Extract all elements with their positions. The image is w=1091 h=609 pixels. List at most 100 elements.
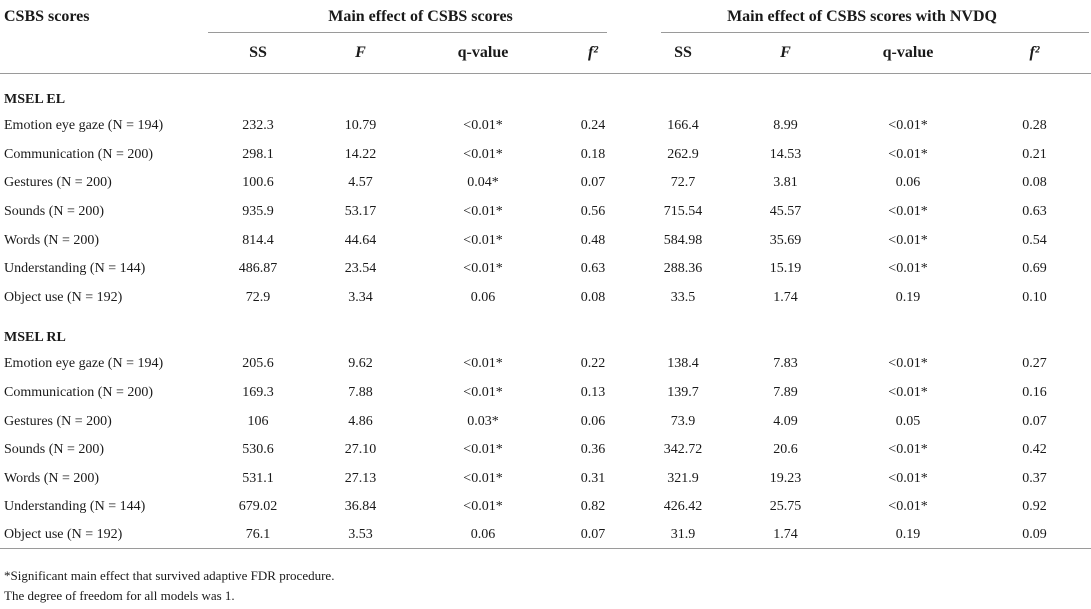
table-cell: <0.01* <box>463 470 503 486</box>
table-cell: <0.01* <box>888 118 928 134</box>
row-label: Object use (N = 192) <box>0 521 208 549</box>
row-label: Understanding (N = 144) <box>4 261 146 277</box>
row-label: Sounds (N = 200) <box>4 442 105 458</box>
table-cell: 342.72 <box>663 442 703 458</box>
row-label: Communication (N = 200) <box>4 146 154 162</box>
table-cell: 0.21 <box>1022 146 1047 162</box>
table-cell: 100.6 <box>242 175 274 191</box>
table-body: MSEL EL Emotion eye gaze (N = 194) 232.3 10… <box>0 74 1091 549</box>
table-cell: <0.01* <box>888 146 928 162</box>
table-cell: 426.42 <box>663 499 703 515</box>
section-title: MSEL RL <box>4 330 66 346</box>
table-cell: 0.37 <box>1022 470 1047 486</box>
table-cell: 33.5 <box>670 289 696 305</box>
table-cell: 0.22 <box>580 356 606 372</box>
table-cell: 4.57 <box>348 175 373 191</box>
table-cell: 0.42 <box>1022 442 1047 458</box>
column-header: F <box>308 33 413 74</box>
row-label: Sounds (N = 200) <box>4 204 105 220</box>
table-row: Object use (N = 192) 72.9 3.34 0.06 0.08 33.5… <box>0 284 1091 313</box>
table-cell: 4.09 <box>773 413 798 429</box>
table-cell: 36.84 <box>344 499 377 515</box>
table-cell: 14.22 <box>344 146 377 162</box>
table-cell: 45.57 <box>769 204 802 220</box>
table-cell: 8.99 <box>773 118 798 134</box>
table-cell: 139.7 <box>667 385 699 401</box>
table-cell: 0.56 <box>580 204 606 220</box>
table-cell: <0.01* <box>463 232 503 248</box>
table-cell: 73.9 <box>670 413 696 429</box>
table-cell: 1.74 <box>773 289 798 305</box>
table-cell: 584.98 <box>663 232 703 248</box>
table-cell: 205.6 <box>242 356 274 372</box>
table-cell: 19.23 <box>769 470 802 486</box>
row-label: Words (N = 200) <box>4 470 100 486</box>
table-cell: 3.53 <box>308 521 413 549</box>
table-cell: 232.3 <box>242 118 274 134</box>
table-cell: 531.1 <box>242 470 274 486</box>
table-cell: 0.07 <box>553 521 633 549</box>
table-cell: 0.09 <box>978 521 1091 549</box>
table-row: Understanding (N = 144) 679.02 36.84 <0.01*… <box>0 493 1091 522</box>
table-cell: <0.01* <box>888 470 928 486</box>
table-cell: 262.9 <box>667 146 699 162</box>
table-row: Emotion eye gaze (N = 194) 232.3 10.79 <0.0… <box>0 112 1091 141</box>
table-cell: 288.36 <box>663 261 703 277</box>
table-cell: 3.81 <box>773 175 798 191</box>
table-cell: <0.01* <box>463 261 503 277</box>
table-cell: <0.01* <box>888 356 928 372</box>
table-row: Communication (N = 200) 298.1 14.22 <0.01* 0… <box>0 141 1091 170</box>
table-cell: 0.08 <box>580 289 606 305</box>
table-cell: <0.01* <box>888 385 928 401</box>
table-row: Gestures (N = 200) 100.6 4.57 0.04* 0.07 72.7… <box>0 169 1091 198</box>
table-cell: 7.83 <box>773 356 798 372</box>
table-cell: 0.82 <box>580 499 606 515</box>
table-cell: 44.64 <box>344 232 377 248</box>
table-cell: <0.01* <box>463 385 503 401</box>
table-cell: <0.01* <box>463 204 503 220</box>
table-cell: 53.17 <box>344 204 377 220</box>
table-cell: 106 <box>247 413 269 429</box>
table-cell: 486.87 <box>238 261 278 277</box>
row-label: Communication (N = 200) <box>4 385 154 401</box>
table-cell: 166.4 <box>667 118 699 134</box>
table-cell: 0.54 <box>1022 232 1047 248</box>
table-cell: 0.24 <box>580 118 606 134</box>
table-cell: 0.19 <box>838 521 978 549</box>
table-cell: 138.4 <box>667 356 699 372</box>
column-header: f² <box>553 33 633 74</box>
table-cell: <0.01* <box>888 204 928 220</box>
table-cell: 7.88 <box>348 385 373 401</box>
row-label: Gestures (N = 200) <box>4 413 112 429</box>
column-header-empty <box>0 33 208 74</box>
table-cell: 0.06 <box>470 289 496 305</box>
table-cell: 0.06 <box>895 175 921 191</box>
table-cell: 0.07 <box>1022 413 1047 429</box>
row-label-header: CSBS scores <box>4 7 90 25</box>
table-cell: <0.01* <box>888 261 928 277</box>
table-cell: 27.10 <box>344 442 377 458</box>
table-cell: 0.06 <box>413 521 553 549</box>
table-cell: <0.01* <box>888 499 928 515</box>
row-label: Object use (N = 192) <box>4 289 123 305</box>
table-row: Emotion eye gaze (N = 194) 205.6 9.62 <0.01… <box>0 350 1091 379</box>
column-header: F <box>733 33 838 74</box>
table-cell: 0.48 <box>580 232 606 248</box>
table-row: Sounds (N = 200) 530.6 27.10 <0.01* 0.36 342.… <box>0 436 1091 465</box>
row-label: Understanding (N = 144) <box>4 499 146 515</box>
table-cell: 530.6 <box>242 442 274 458</box>
table-cell: 0.03* <box>467 413 499 429</box>
table-cell: 679.02 <box>238 499 278 515</box>
table-cell: 0.28 <box>1022 118 1047 134</box>
table-cell: 0.06 <box>580 413 606 429</box>
table-cell: 76.1 <box>208 521 308 549</box>
table-cell: 0.04* <box>467 175 499 191</box>
column-header: q-value <box>413 33 553 74</box>
table-cell: 0.07 <box>580 175 606 191</box>
table-cell: 0.08 <box>1022 175 1047 191</box>
table-header: CSBS scores Main effect of CSBS scores M… <box>0 0 1091 74</box>
table-row: Words (N = 200) 814.4 44.64 <0.01* 0.48 584.9… <box>0 226 1091 255</box>
table-cell: 0.10 <box>1022 289 1047 305</box>
